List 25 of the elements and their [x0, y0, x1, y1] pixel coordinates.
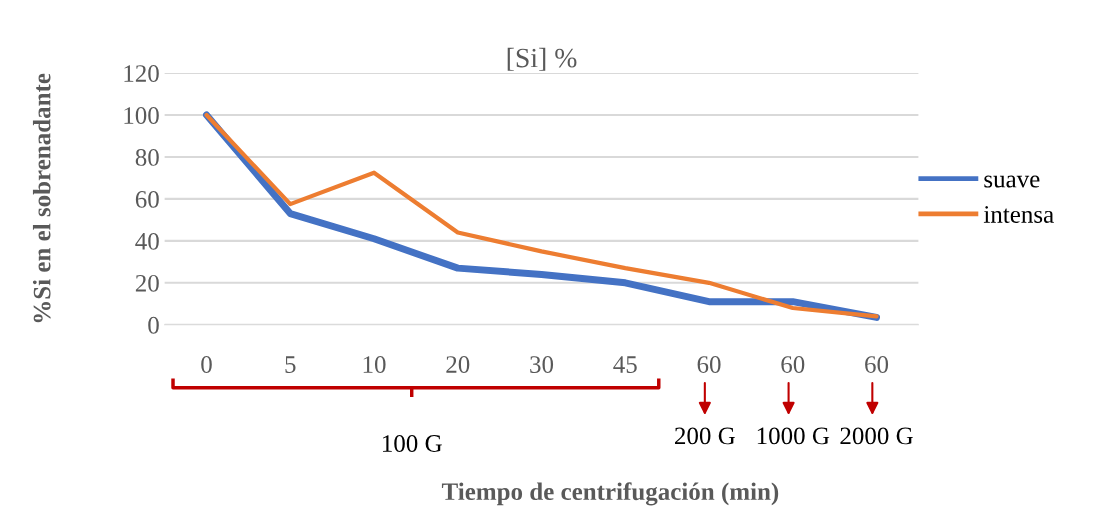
- x-tick-label: 30: [530, 356, 554, 373]
- text: 2000 G: [840, 427, 913, 445]
- text: 200 G: [675, 427, 735, 445]
- text: 100 G: [383, 435, 442, 452]
- legend-label: suave: [984, 175, 1040, 188]
- y-tick-label: 20: [135, 274, 159, 292]
- x-tick-label: 60: [865, 356, 889, 373]
- y-tick-label: 100: [124, 107, 159, 124]
- x-tick-label: 45: [613, 356, 637, 373]
- x-tick-label: 10: [363, 356, 386, 373]
- chart-title: [Si] %: [507, 47, 577, 71]
- y-tick-label: 60: [135, 190, 159, 208]
- legend-label: intensa: [983, 206, 1054, 223]
- y-tick-label: 120: [124, 65, 159, 82]
- y-axis-title: %Si en el sobrenadante: [32, 73, 51, 323]
- text: 1000 G: [757, 427, 830, 445]
- x-tick-label: 60: [697, 356, 721, 373]
- y-tick-label: 0: [148, 316, 159, 334]
- x-tick-label: 60: [781, 356, 805, 373]
- y-tick-label: 80: [135, 149, 159, 166]
- x-tick-label: 0: [201, 356, 212, 373]
- y-tick-label: 40: [135, 232, 159, 250]
- x-tick-label: 20: [446, 356, 470, 373]
- x-axis-title: Tiempo de centrifugación (min): [441, 482, 779, 506]
- x-tick-label: 5: [285, 356, 296, 373]
